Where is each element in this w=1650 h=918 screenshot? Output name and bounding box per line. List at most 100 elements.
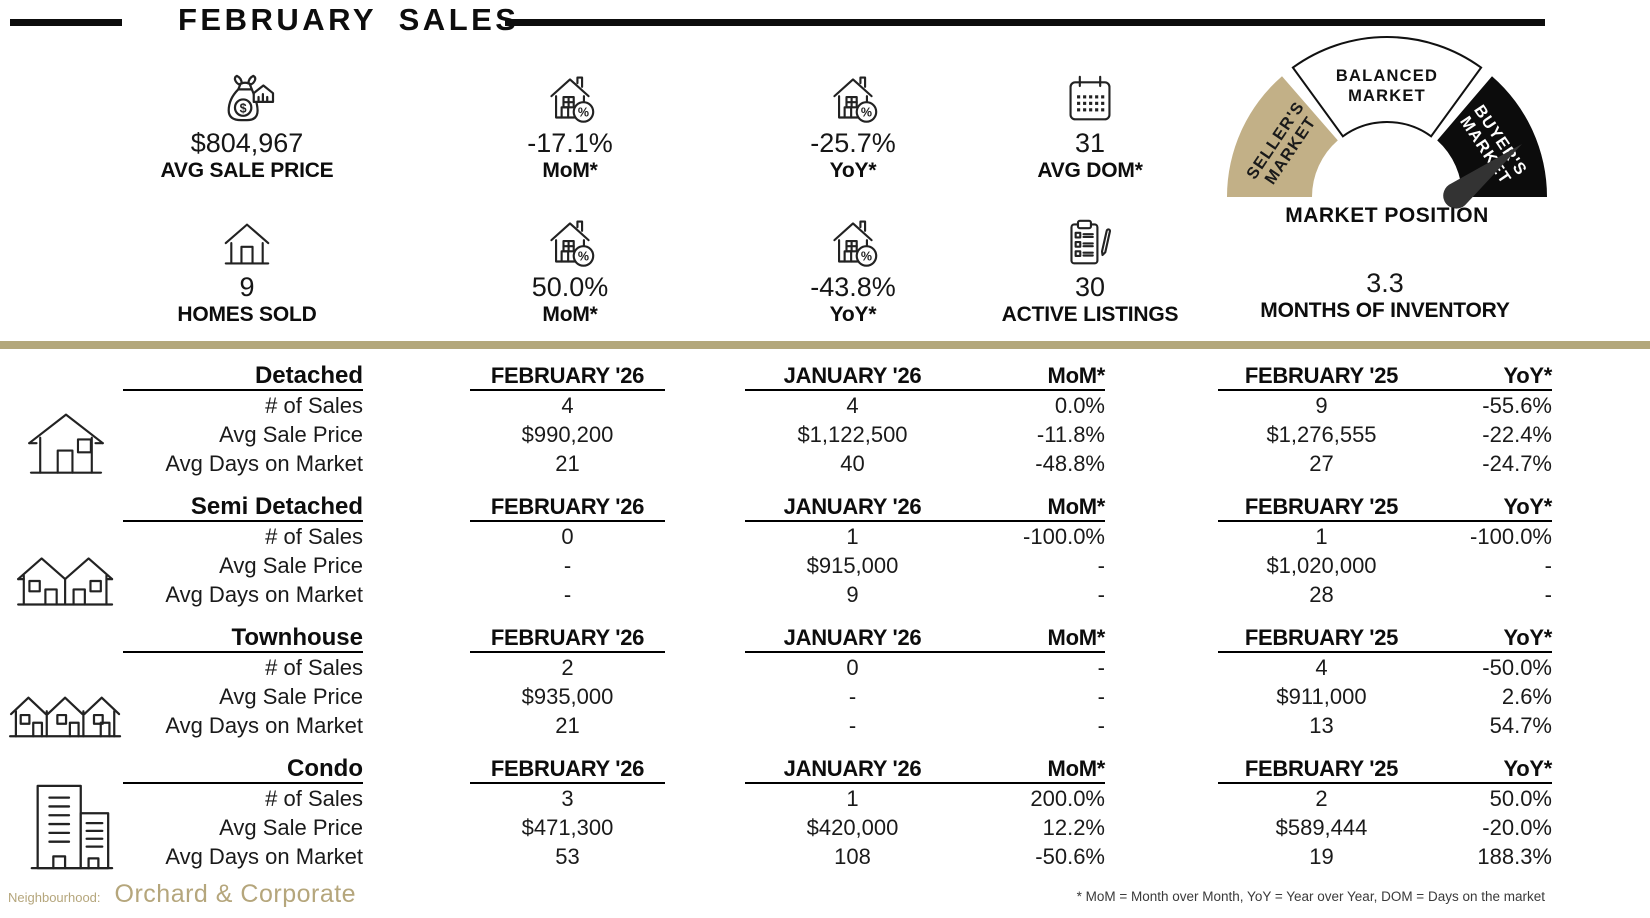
svg-text:$: $ [240, 101, 247, 115]
table-value: -50.6% [1035, 843, 1105, 869]
kpi-label: AVG DOM* [1037, 159, 1143, 182]
clipboard-pen-icon [940, 212, 1240, 268]
table-value: 40 [840, 450, 865, 476]
gauge-needle-icon [1443, 144, 1522, 209]
row-label: Avg Sale Price [219, 683, 363, 709]
table-value: - [1097, 552, 1105, 578]
table-value: -55.6% [1482, 392, 1552, 418]
detached-house-icon [24, 410, 108, 485]
column-header-yoy: YoY* [1425, 755, 1552, 784]
table-value: - [848, 712, 857, 738]
column-header-feb25: FEBRUARY '25 [1218, 624, 1425, 653]
table-value: $911,000 [1276, 683, 1367, 709]
table-value: 4 [846, 392, 859, 418]
kpi-avg-sale-price: $ $804,967 AVG SALE PRICE [97, 68, 397, 184]
kpi-label: MoM* [542, 303, 598, 326]
kpi-value: 50.0% [531, 272, 609, 302]
kpi-label: MONTHS OF INVENTORY [1260, 299, 1510, 322]
kpi-label: HOMES SOLD [177, 303, 317, 326]
table-value: 0 [846, 654, 859, 680]
house-percent-icon: % [420, 68, 720, 124]
column-header-jan26: JANUARY '26 [745, 493, 960, 522]
column-header-mom: MoM* [960, 362, 1105, 391]
house-percent-icon: % [703, 212, 1003, 268]
table-value: 108 [834, 843, 871, 869]
table-value: 21 [555, 450, 580, 476]
table-value: 0 [561, 523, 574, 549]
house-percent-icon: % [703, 68, 1003, 124]
table-value: 4 [1315, 654, 1328, 680]
table-value: 12.2% [1042, 814, 1105, 840]
table-value: 200.0% [1030, 785, 1105, 811]
calendar-icon [940, 68, 1240, 124]
column-header-mom: MoM* [960, 493, 1105, 522]
kpi-label: YoY* [829, 159, 877, 182]
table-value: - [1097, 712, 1105, 738]
table-value: 1 [846, 523, 859, 549]
table-section-townhouse: Townhouse FEBRUARY '26 JANUARY '26 MoM* … [0, 624, 1650, 740]
column-header-feb26: FEBRUARY '26 [470, 755, 665, 784]
kpi-homes-sold: 9 HOMES SOLD [97, 212, 397, 328]
table-value: -50.0% [1482, 654, 1552, 680]
page-title: FEBRUARY SALES [178, 2, 520, 37]
neighbourhood-value: Orchard & Corporate [114, 880, 357, 908]
table-value: 54.7% [1489, 712, 1552, 738]
table-value: $1,276,555 [1266, 421, 1377, 447]
table-value: $420,000 [806, 814, 899, 840]
table-value: 28 [1309, 581, 1334, 607]
table-value: 3 [561, 785, 574, 811]
column-header-feb26: FEBRUARY '26 [470, 624, 665, 653]
footnote: * MoM = Month over Month, YoY = Year ove… [1076, 889, 1545, 904]
kpi-avg-dom: 31 AVG DOM* [940, 68, 1240, 184]
table-section-condo: Condo FEBRUARY '26 JANUARY '26 MoM* FEBR… [0, 755, 1650, 871]
kpi-label: MoM* [542, 159, 598, 182]
money-bag-house-icon: $ [97, 68, 397, 124]
title-rule-right [505, 19, 1545, 26]
column-header-jan26: JANUARY '26 [745, 624, 960, 653]
column-header-feb26: FEBRUARY '26 [470, 362, 665, 391]
column-header-yoy: YoY* [1425, 624, 1552, 653]
column-header-feb25: FEBRUARY '25 [1218, 493, 1425, 522]
kpi-value: 3.3 [1366, 268, 1404, 298]
kpi-active-listings: 30 ACTIVE LISTINGS [940, 212, 1240, 328]
table-value: -22.4% [1482, 421, 1552, 447]
house-percent-icon: % [420, 212, 720, 268]
column-header-feb25: FEBRUARY '25 [1218, 362, 1425, 391]
column-header-yoy: YoY* [1425, 493, 1552, 522]
table-value: -20.0% [1482, 814, 1552, 840]
table-value: - [1544, 552, 1552, 578]
sellers-market-segment [1227, 76, 1338, 197]
table-value: - [1544, 581, 1552, 607]
table-value: - [1097, 581, 1105, 607]
kpi-value: 9 [239, 272, 255, 302]
svg-text:%: % [578, 250, 589, 264]
kpi-price-yoy: % -25.7% YoY* [703, 68, 1003, 184]
kpi-label: YoY* [829, 303, 877, 326]
column-header-jan26: JANUARY '26 [745, 362, 960, 391]
row-label: # of Sales [265, 654, 363, 680]
row-label: Avg Days on Market [165, 450, 363, 476]
table-value: 50.0% [1489, 785, 1552, 811]
row-label: Avg Days on Market [165, 712, 363, 738]
svg-text:%: % [861, 106, 872, 120]
balanced-market-segment [1291, 36, 1483, 138]
table-value: 2.6% [1501, 683, 1552, 709]
kpi-value: 30 [1074, 272, 1106, 302]
townhouse-icon [8, 690, 126, 749]
row-label: Avg Days on Market [165, 581, 363, 607]
table-value: 4 [561, 392, 574, 418]
property-type-title: Detached [123, 362, 363, 391]
property-type-title: Semi Detached [123, 493, 363, 522]
svg-text:BALANCED: BALANCED [1336, 67, 1438, 85]
svg-text:MARKET: MARKET [1348, 87, 1426, 105]
market-position-gauge: SELLER'S MARKET BALANCED MARKET BUYER'S … [1220, 32, 1554, 215]
svg-text:%: % [861, 250, 872, 264]
property-type-title: Condo [123, 755, 363, 784]
table-value: 9 [846, 581, 859, 607]
column-header-mom: MoM* [960, 755, 1105, 784]
table-value: $1,020,000 [1266, 552, 1377, 578]
table-section-detached: Detached FEBRUARY '26 JANUARY '26 MoM* F… [0, 362, 1650, 478]
table-value: - [1097, 654, 1105, 680]
kpi-label: AVG SALE PRICE [160, 159, 334, 182]
buyers-market-segment [1437, 76, 1547, 197]
